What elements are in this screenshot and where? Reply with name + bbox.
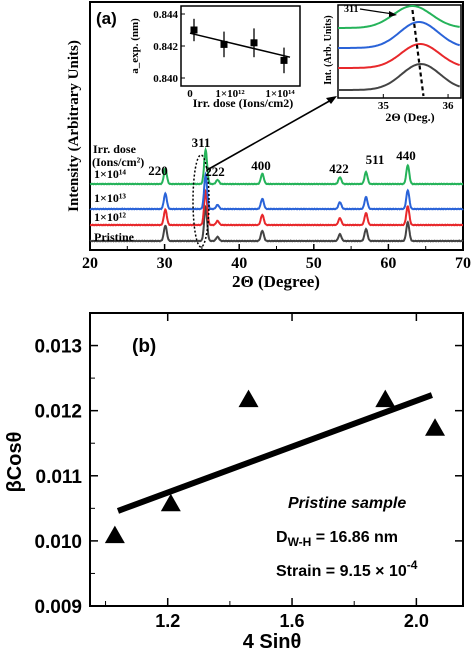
inset-peak-label: 311 [344, 4, 358, 15]
spectra [89, 146, 464, 243]
x-tick-label-70: 70 [455, 255, 471, 272]
zoom-arrow-head [326, 96, 337, 104]
peak-label-422: 422 [329, 161, 349, 176]
series-label-3: 1×10¹⁴ [94, 167, 126, 181]
series-label-0: Pristine [94, 230, 135, 244]
series-label-1: 1×10¹² [94, 210, 126, 224]
lattice-xtick-label: 1×10¹⁴ [265, 88, 295, 100]
inset-peak-xtick-label: 36 [443, 100, 455, 112]
spectrum-1 [89, 188, 464, 227]
panel-a-label: (a) [96, 9, 117, 28]
x-tick-label-20: 20 [82, 255, 98, 272]
panel-b-frame [89, 312, 464, 607]
inset-spectrum-3 [338, 5, 460, 29]
dwh-value: = 16.86 nm [311, 529, 398, 546]
lattice-ytick-label: 0.840 [153, 73, 178, 85]
spectrum-0 [89, 204, 464, 243]
strain-prefix: Strain = 9.15 × 10 [276, 563, 407, 580]
peak-label-311: 311 [192, 135, 211, 150]
dwh-subscript: W-H [288, 535, 312, 549]
b-axes: 0.009 0.010 0.011 0.012 0.013 1.2 1.6 2.0 [34, 313, 463, 631]
y-axis-label: Intensity (Arbitrary Units) [66, 40, 82, 212]
lattice-xtick-label: 1×10¹² [215, 88, 245, 100]
inset-spectrum-2 [338, 21, 461, 49]
lattice-point-2 [250, 39, 258, 47]
lattice-point-1 [220, 40, 228, 48]
triangle-point-3 [375, 389, 396, 408]
lattice-point-3 [280, 56, 288, 64]
b-y-axis-label: βCosθ [4, 432, 26, 493]
x-axis-label: 2Θ (Degree) [232, 272, 320, 291]
inset-peak-xtick-label: 35 [378, 100, 390, 112]
x-tick-label-50: 50 [306, 255, 322, 272]
triangle-point-0 [104, 525, 125, 544]
x-tick-label-30: 30 [157, 255, 173, 272]
x-tick-label-40: 40 [231, 255, 247, 272]
b-xtick-label: 2.0 [404, 611, 429, 631]
b-x-axis-label: 4 Sinθ [243, 631, 302, 653]
inset-peak-frame [337, 4, 462, 99]
peak-label-400: 400 [251, 158, 271, 173]
peak-label-511: 511 [366, 152, 385, 167]
strain-exponent: -4 [407, 558, 418, 572]
b-ytick-label: 0.009 [34, 597, 82, 618]
sample-annotation: Pristine sample [288, 495, 406, 512]
inset-lattice-xlabel: Irr. dose (Ions/cm2) [193, 96, 294, 110]
series-label-2: 1×10¹³ [94, 191, 126, 205]
spectrum-2 [89, 171, 464, 211]
b-ytick-label: 0.011 [36, 467, 83, 488]
lattice-ytick-label: 0.844 [153, 9, 178, 21]
inset-lattice-content: 0.840 0.842 0.844 0 1×10¹² 1×10¹⁴ [153, 9, 295, 100]
inset-peak-shift-line [411, 9, 425, 97]
panel-b: (b) 0.009 0.010 0.011 0.012 0.013 1.2 1.6 2.0 4… [4, 312, 464, 653]
b-ytick-label: 0.012 [34, 402, 82, 423]
series-labels: Pristine 1×10¹² 1×10¹³ 1×10¹⁴ [94, 167, 135, 244]
fit-line [116, 392, 433, 514]
peak-label-440: 440 [396, 148, 416, 163]
b-xtick-label: 1.6 [280, 611, 305, 631]
inset-peak-ylabel: Int. (Arb. Units) [323, 15, 334, 84]
inset-peak-xlabel: 2Θ (Deg.) [385, 110, 434, 124]
x-axis: 20 30 40 50 60 70 [82, 244, 471, 272]
inset-spectrum-0 [338, 62, 461, 91]
inset-peak-content: 35 36 [338, 5, 461, 112]
x-tick-label-60: 60 [380, 255, 396, 272]
inset-lattice-ylabel: a_exp. (nm) [129, 18, 141, 74]
legend-title-line1: Irr. dose [93, 142, 137, 156]
inset-peak-arrow [359, 8, 394, 15]
zoom-arrow [206, 98, 334, 171]
inset-lattice: 0.840 0.842 0.844 0 1×10¹² 1×10¹⁴ Irr. dose (… [129, 5, 301, 110]
inset-peak: 35 36 2Θ (Deg.) Int. (Arb. Units) 311 [323, 4, 462, 124]
b-ytick-label: 0.013 [34, 337, 82, 358]
peak-label-220: 220 [148, 163, 168, 178]
strain-annotation: Strain = 9.15 × 10-4 [276, 558, 418, 580]
dwh-prefix: D [276, 529, 288, 546]
dwh-annotation: DW-H = 16.86 nm [276, 529, 398, 549]
fit-line-group [116, 392, 433, 514]
inset-spectrum-1 [338, 43, 460, 69]
lattice-xtick-label: 0 [187, 88, 193, 100]
b-ytick-label: 0.010 [34, 532, 82, 553]
triangle-point-4 [425, 418, 446, 436]
highlight-ellipse [192, 154, 210, 248]
lattice-point-0 [190, 26, 198, 34]
inset-peak-arrow-head [389, 11, 397, 17]
spectrum-3 [89, 146, 464, 186]
lattice-fit-line [189, 32, 291, 58]
b-xtick-label: 1.2 [155, 611, 180, 631]
lattice-ytick-label: 0.842 [153, 41, 178, 53]
triangle-point-2 [238, 389, 259, 408]
legend-title-line2: (Ions/cm²) [92, 155, 144, 169]
panel-b-label: (b) [132, 336, 156, 357]
data-points [104, 389, 446, 544]
triangle-point-1 [160, 493, 181, 512]
